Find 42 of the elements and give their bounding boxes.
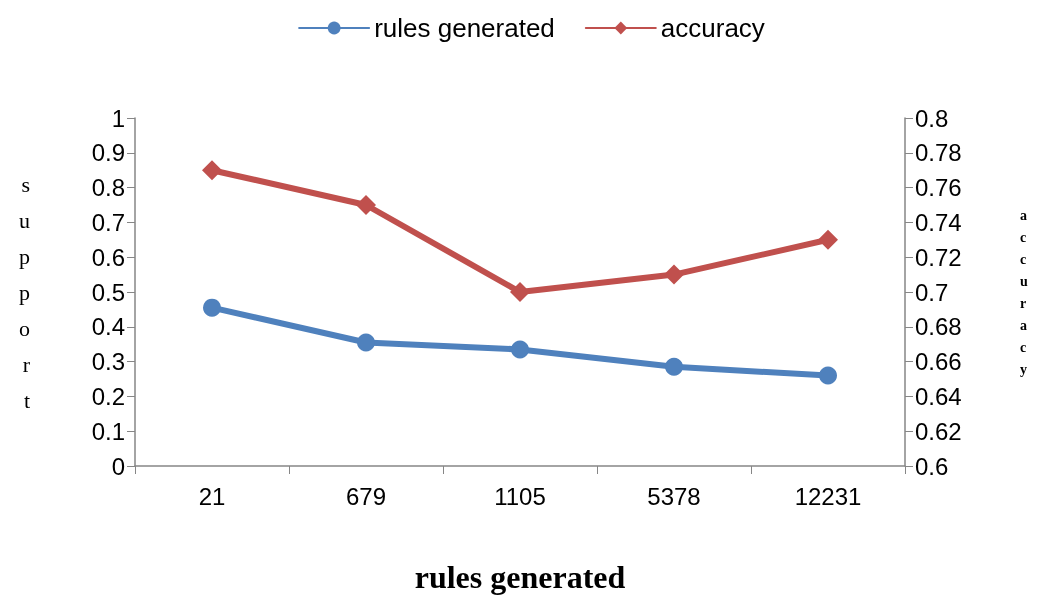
x-tick-label: 5378 <box>647 482 701 510</box>
y2-tick-label: 0.76 <box>915 174 962 202</box>
x-tick-label: 21 <box>198 482 226 510</box>
point <box>356 195 376 215</box>
y-tick-label: 0.5 <box>91 278 125 306</box>
point <box>203 298 221 317</box>
y2-tick-label: 0.6 <box>915 452 949 480</box>
y-tick-label: 0.8 <box>91 174 125 202</box>
y2-tick-label: 0.7 <box>915 278 949 306</box>
y-tick-label: 0 <box>111 452 125 480</box>
legend-label: rules generated <box>374 13 555 43</box>
y-axis-title: support <box>19 171 31 413</box>
legend-label: accuracy <box>660 13 765 43</box>
y2-tick-label: 0.62 <box>915 417 962 445</box>
point <box>664 264 684 285</box>
y2-tick-label: 0.72 <box>915 243 962 271</box>
y-tick-label: 0.3 <box>91 348 125 376</box>
y-tick-label: 0.6 <box>91 243 125 271</box>
y2-tick-label: 0.64 <box>915 382 962 410</box>
y-tick-label: 1 <box>111 104 125 132</box>
y-tick-label: 0.4 <box>91 313 125 341</box>
x-tick-label: 1105 <box>494 482 546 510</box>
x-axis-title: rules generated <box>414 559 626 595</box>
x-tick-label: 679 <box>345 482 387 510</box>
y2-tick-label: 0.74 <box>915 208 962 236</box>
y2-axis-title: accuracy <box>1020 207 1028 377</box>
point <box>357 333 375 352</box>
point <box>202 160 222 181</box>
point <box>818 229 838 250</box>
point <box>665 357 683 376</box>
y2-tick-label: 0.8 <box>915 104 949 132</box>
x-tick-label: 12231 <box>794 482 862 510</box>
point <box>511 340 529 359</box>
point <box>819 366 837 385</box>
y-tick-label: 0.9 <box>91 139 125 167</box>
y2-tick-label: 0.78 <box>915 139 962 167</box>
y2-tick-label: 0.68 <box>915 313 962 341</box>
y-tick-label: 0.7 <box>91 208 125 236</box>
y-tick-label: 0.2 <box>91 382 125 410</box>
y2-tick-label: 0.66 <box>915 348 962 376</box>
y-tick-label: 0.1 <box>91 417 125 445</box>
point <box>510 282 530 302</box>
